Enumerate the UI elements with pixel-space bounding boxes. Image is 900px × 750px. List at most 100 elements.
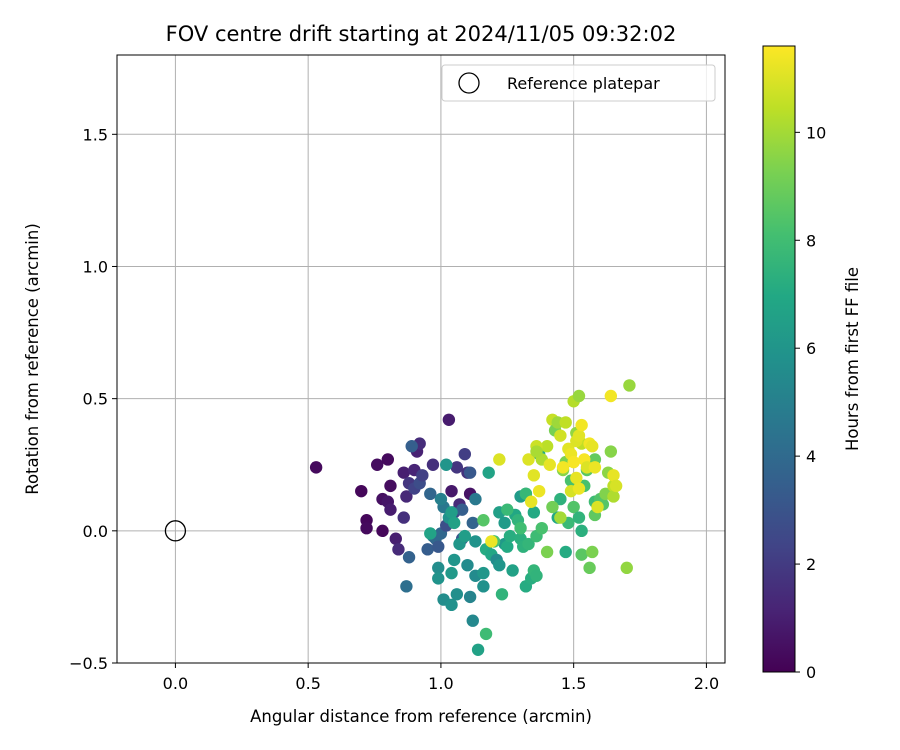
data-point bbox=[530, 569, 543, 582]
data-point bbox=[527, 506, 541, 519]
data-point bbox=[572, 389, 586, 403]
data-point bbox=[527, 469, 541, 482]
data-point bbox=[570, 471, 583, 485]
x-axis-ticks: 0.0 0.5 1.0 1.5 2.0 bbox=[163, 663, 719, 693]
data-point bbox=[434, 492, 448, 506]
data-point bbox=[402, 551, 416, 564]
data-point bbox=[445, 484, 458, 498]
y-axis-title: Rotation from reference (arcmin) bbox=[23, 223, 42, 495]
data-point bbox=[583, 561, 596, 575]
data-point bbox=[424, 527, 437, 540]
data-point bbox=[384, 503, 397, 516]
legend: Reference platepar bbox=[441, 64, 716, 102]
reference-marker-group bbox=[164, 520, 187, 542]
data-point bbox=[455, 503, 469, 516]
data-point bbox=[432, 561, 445, 575]
data-point bbox=[389, 532, 402, 545]
data-point bbox=[567, 455, 580, 469]
data-point bbox=[432, 540, 445, 553]
data-point bbox=[522, 453, 535, 466]
data-point bbox=[477, 566, 490, 580]
data-point bbox=[458, 447, 472, 461]
data-point bbox=[376, 524, 389, 538]
data-point bbox=[540, 545, 554, 559]
data-point bbox=[522, 537, 535, 551]
data-point bbox=[461, 558, 474, 572]
data-point bbox=[370, 458, 384, 471]
data-point bbox=[554, 492, 567, 506]
data-point bbox=[463, 466, 477, 479]
data-point bbox=[405, 440, 418, 453]
data-point bbox=[458, 529, 472, 543]
legend-label: Reference platepar bbox=[507, 74, 660, 93]
data-point bbox=[440, 458, 453, 471]
data-point bbox=[524, 495, 538, 508]
chart-title: FOV centre drift starting at 2024/11/05 … bbox=[166, 22, 677, 46]
data-point bbox=[381, 453, 395, 466]
data-point bbox=[575, 418, 588, 432]
data-point bbox=[477, 514, 490, 527]
colorbar-tick-label: 4 bbox=[806, 447, 816, 466]
data-point bbox=[607, 469, 620, 482]
data-point bbox=[588, 461, 602, 474]
colorbar-tick-label: 10 bbox=[806, 123, 826, 142]
data-point bbox=[543, 458, 556, 471]
data-point bbox=[493, 558, 506, 572]
data-point bbox=[559, 416, 572, 429]
data-point bbox=[586, 440, 599, 453]
data-point bbox=[559, 545, 572, 559]
y-tick-label: 1.0 bbox=[83, 257, 108, 276]
data-point bbox=[450, 461, 464, 474]
data-point bbox=[567, 500, 580, 514]
data-points bbox=[309, 379, 636, 656]
data-point bbox=[493, 453, 506, 466]
data-point bbox=[501, 503, 514, 516]
data-point bbox=[471, 643, 485, 656]
colorbar-tick-label: 6 bbox=[806, 339, 816, 358]
data-point bbox=[445, 506, 458, 519]
data-point bbox=[501, 540, 514, 553]
data-point bbox=[421, 543, 434, 556]
x-tick-label: 0.0 bbox=[163, 674, 188, 693]
data-point bbox=[514, 521, 527, 535]
data-point bbox=[575, 548, 588, 561]
reference-marker bbox=[164, 520, 187, 542]
data-point bbox=[416, 469, 429, 482]
colorbar: 0 2 4 6 8 10 Hours from first FF file bbox=[762, 45, 862, 682]
data-point bbox=[447, 516, 461, 530]
data-point bbox=[498, 516, 511, 530]
colorbar-ticks: 0 2 4 6 8 10 bbox=[795, 123, 826, 682]
data-point bbox=[392, 543, 405, 556]
y-tick-label: 0.0 bbox=[83, 522, 108, 541]
data-point bbox=[397, 511, 410, 524]
data-point bbox=[607, 490, 620, 503]
data-point bbox=[397, 466, 410, 479]
legend-box bbox=[441, 64, 716, 102]
data-point bbox=[556, 461, 570, 474]
x-axis-title: Angular distance from reference (arcmin) bbox=[250, 707, 592, 726]
grid bbox=[117, 55, 725, 664]
data-point bbox=[360, 521, 373, 535]
colorbar-tick-label: 0 bbox=[806, 663, 816, 682]
data-point bbox=[532, 484, 546, 498]
data-point bbox=[400, 580, 413, 593]
data-point bbox=[400, 490, 413, 503]
data-point bbox=[604, 445, 618, 458]
data-point bbox=[546, 500, 559, 514]
data-point bbox=[450, 588, 464, 601]
data-point bbox=[447, 553, 461, 567]
data-point bbox=[535, 521, 549, 535]
y-tick-label: 0.5 bbox=[83, 390, 108, 409]
data-point bbox=[309, 461, 323, 474]
x-tick-label: 0.5 bbox=[295, 674, 320, 693]
data-point bbox=[572, 482, 586, 495]
data-point bbox=[469, 535, 482, 548]
x-tick-label: 1.0 bbox=[428, 674, 453, 693]
y-axis-ticks: −0.5 0.0 0.5 1.0 1.5 bbox=[69, 125, 117, 673]
data-point bbox=[530, 445, 543, 458]
x-tick-label: 1.5 bbox=[561, 674, 586, 693]
data-point bbox=[503, 529, 517, 543]
data-point bbox=[506, 564, 519, 577]
data-point bbox=[623, 379, 636, 392]
